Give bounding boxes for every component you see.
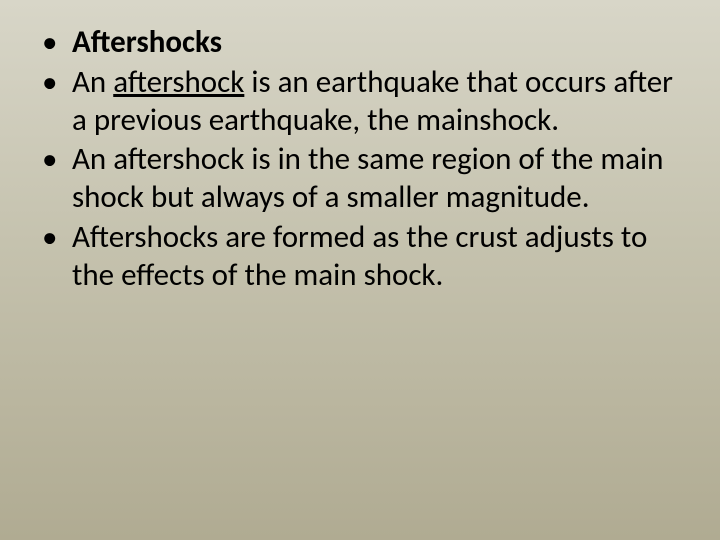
- bullet-4-text: Aftershocks are formed as the crust adju…: [72, 218, 647, 294]
- bullet-2-seg-2: aftershock: [113, 63, 244, 101]
- bullet-item-3: An aftershock is in the same region of t…: [36, 141, 684, 217]
- bullet-1-text: Aftershocks: [72, 23, 222, 61]
- bullet-item-1: Aftershocks: [36, 24, 684, 62]
- bullet-2-seg-1: An: [72, 63, 113, 101]
- bullet-item-4: Aftershocks are formed as the crust adju…: [36, 219, 684, 295]
- bullet-list: Aftershocks An aftershock is an earthqua…: [36, 24, 684, 295]
- bullet-item-2: An aftershock is an earthquake that occu…: [36, 64, 684, 140]
- bullet-3-text: An aftershock is in the same region of t…: [72, 140, 663, 216]
